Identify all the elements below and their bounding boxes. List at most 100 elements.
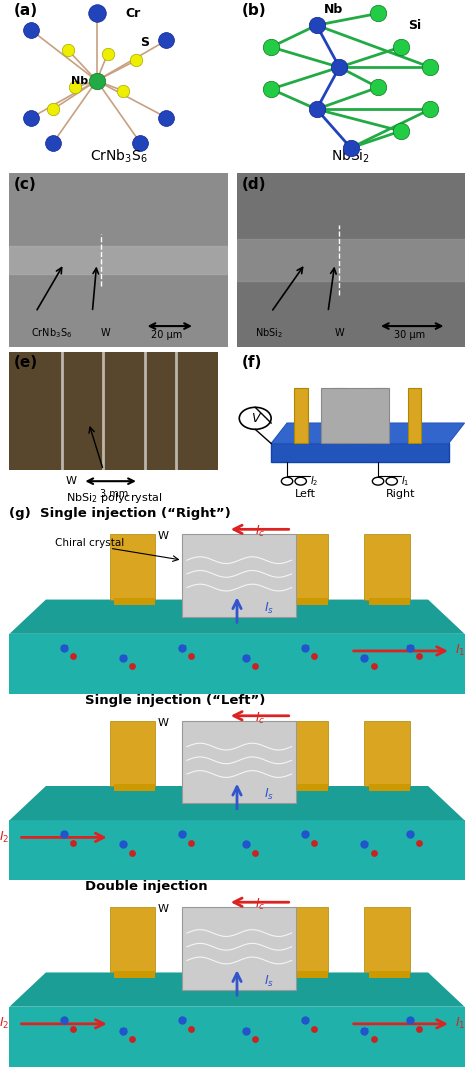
Text: 30 μm: 30 μm xyxy=(394,330,426,340)
Point xyxy=(301,825,309,842)
Polygon shape xyxy=(9,1007,465,1067)
Text: $I_1$: $I_1$ xyxy=(456,1017,466,1031)
FancyBboxPatch shape xyxy=(182,534,296,617)
FancyBboxPatch shape xyxy=(191,721,237,786)
Point xyxy=(188,647,195,664)
FancyBboxPatch shape xyxy=(365,907,410,972)
Point xyxy=(128,1031,136,1048)
Point xyxy=(93,4,100,22)
Point xyxy=(64,41,72,59)
FancyBboxPatch shape xyxy=(196,971,237,978)
Point xyxy=(27,109,35,127)
Point xyxy=(119,649,127,667)
FancyBboxPatch shape xyxy=(365,721,410,786)
Point xyxy=(163,31,170,49)
FancyBboxPatch shape xyxy=(374,388,387,443)
Bar xyxy=(237,240,465,281)
Text: (d): (d) xyxy=(242,177,266,192)
Point xyxy=(361,1022,368,1040)
Point xyxy=(415,834,423,851)
Point xyxy=(310,1020,318,1037)
FancyBboxPatch shape xyxy=(287,971,328,978)
Point xyxy=(397,122,405,140)
Point xyxy=(336,59,343,76)
Text: Single injection (“Left”): Single injection (“Left”) xyxy=(85,694,266,707)
Point xyxy=(69,834,77,851)
Text: $I_1$: $I_1$ xyxy=(456,644,466,658)
FancyBboxPatch shape xyxy=(369,971,410,978)
Point xyxy=(301,638,309,656)
Text: Si: Si xyxy=(408,18,421,31)
Text: W: W xyxy=(158,904,169,914)
FancyBboxPatch shape xyxy=(114,971,155,978)
Text: NbSi$_2$ polycrystal: NbSi$_2$ polycrystal xyxy=(65,491,162,505)
Point xyxy=(179,638,186,656)
FancyBboxPatch shape xyxy=(182,907,296,990)
Bar xyxy=(9,246,228,274)
Text: W: W xyxy=(101,328,111,338)
Point xyxy=(69,647,77,664)
FancyBboxPatch shape xyxy=(191,907,237,972)
Text: $I_1$: $I_1$ xyxy=(401,475,410,488)
Point xyxy=(242,836,250,853)
Point xyxy=(347,139,355,156)
Point xyxy=(415,647,423,664)
Point xyxy=(374,4,382,22)
Point xyxy=(69,1020,77,1037)
Circle shape xyxy=(239,408,271,429)
Text: (g)  Single injection (“Right”): (g) Single injection (“Right”) xyxy=(9,507,231,520)
FancyBboxPatch shape xyxy=(109,721,155,786)
Text: Left: Left xyxy=(295,489,316,499)
FancyBboxPatch shape xyxy=(182,721,296,803)
Text: Chiral crystal: Chiral crystal xyxy=(55,538,124,549)
Point xyxy=(49,101,57,118)
Point xyxy=(406,1011,414,1029)
Point xyxy=(27,22,35,39)
FancyBboxPatch shape xyxy=(369,598,410,605)
FancyBboxPatch shape xyxy=(283,534,328,599)
Text: $I_s$: $I_s$ xyxy=(264,787,274,802)
Polygon shape xyxy=(271,423,465,443)
Text: $I_2$: $I_2$ xyxy=(0,1017,9,1031)
FancyBboxPatch shape xyxy=(196,785,237,791)
Point xyxy=(310,834,318,851)
Point xyxy=(132,52,140,69)
FancyBboxPatch shape xyxy=(114,785,155,791)
FancyBboxPatch shape xyxy=(294,388,308,443)
Text: S: S xyxy=(140,36,149,49)
Point xyxy=(427,59,434,76)
Point xyxy=(361,649,368,667)
Point xyxy=(242,649,250,667)
Text: NbSi$_2$: NbSi$_2$ xyxy=(331,147,370,165)
Text: $I_s$: $I_s$ xyxy=(264,601,274,616)
Point xyxy=(104,46,111,63)
FancyBboxPatch shape xyxy=(114,598,155,605)
FancyBboxPatch shape xyxy=(283,907,328,972)
Point xyxy=(49,134,57,152)
Polygon shape xyxy=(9,821,465,880)
Polygon shape xyxy=(9,599,465,634)
Point xyxy=(374,79,382,96)
Point xyxy=(370,844,377,862)
Point xyxy=(119,82,127,100)
Point xyxy=(370,1031,377,1048)
Point xyxy=(242,1022,250,1040)
FancyBboxPatch shape xyxy=(333,388,346,443)
FancyBboxPatch shape xyxy=(109,907,155,972)
Point xyxy=(163,109,170,127)
Point xyxy=(179,825,186,842)
Point xyxy=(188,834,195,851)
Point xyxy=(188,1020,195,1037)
Point xyxy=(251,844,259,862)
Point xyxy=(301,1011,309,1029)
Point xyxy=(93,72,100,89)
FancyBboxPatch shape xyxy=(408,388,421,443)
Point xyxy=(119,1022,127,1040)
Text: $I_2$: $I_2$ xyxy=(0,830,9,844)
Point xyxy=(406,638,414,656)
Point xyxy=(406,825,414,842)
Text: (b): (b) xyxy=(242,3,266,18)
Polygon shape xyxy=(9,786,465,821)
Point xyxy=(137,134,144,152)
Text: W: W xyxy=(158,718,169,727)
